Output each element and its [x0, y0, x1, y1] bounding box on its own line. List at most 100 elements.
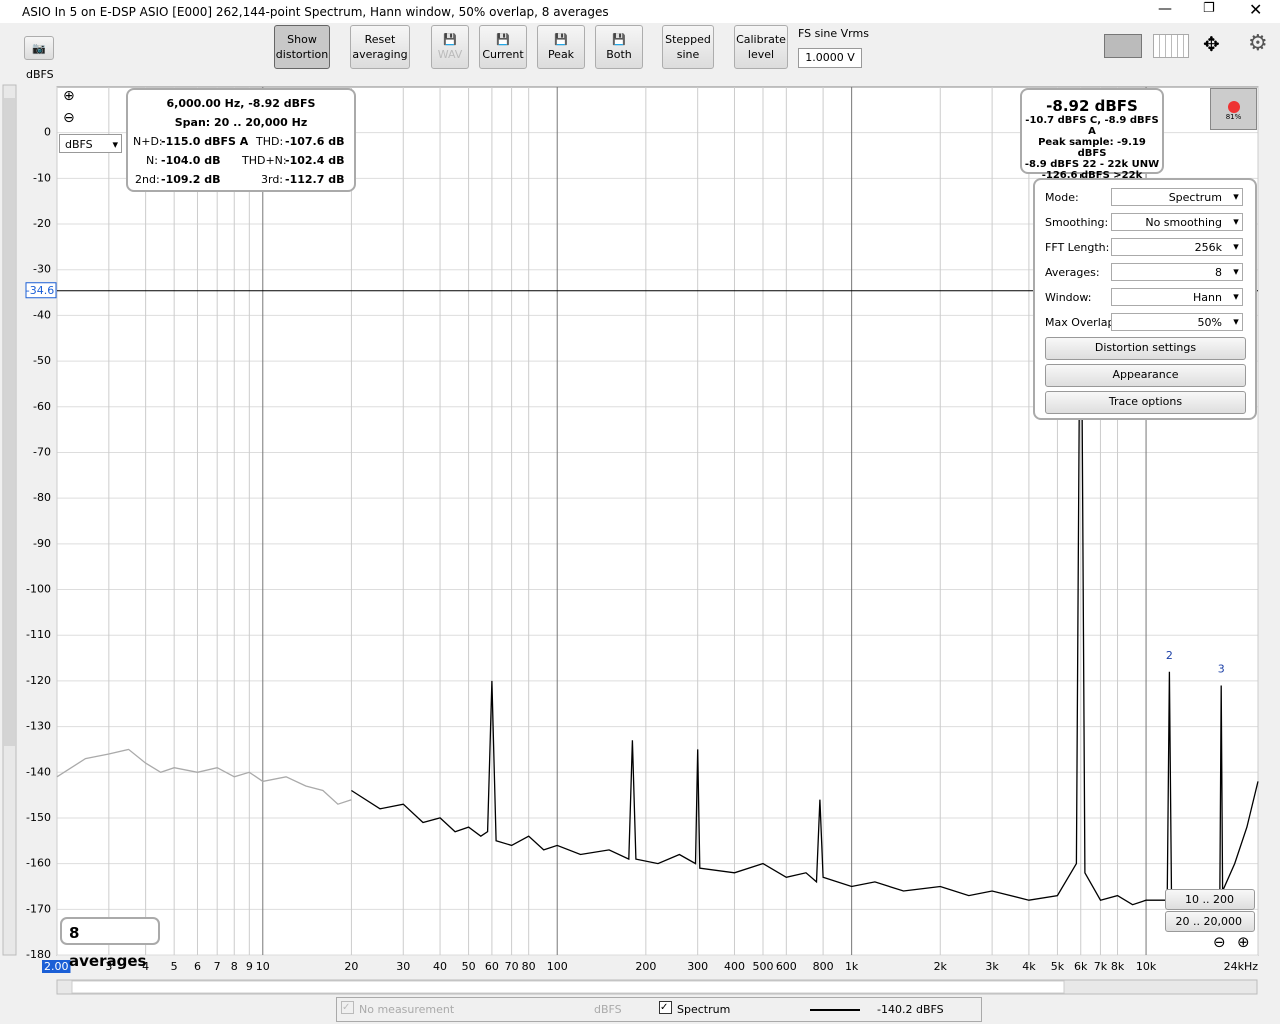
settings-row: FFT Length: 256k ▾	[1043, 238, 1248, 258]
zoom-out[interactable]: ⊖	[63, 110, 75, 126]
settings-button[interactable]: Appearance	[1045, 364, 1246, 387]
show-distortion-button[interactable]: Show distortion	[274, 25, 330, 69]
legend-unit: dBFS	[594, 1003, 622, 1016]
x-tick-label: 30	[396, 960, 410, 973]
settings-select[interactable]: Spectrum	[1111, 188, 1243, 206]
x-tick-label: 300	[687, 960, 708, 973]
pan-icon[interactable]: ✥	[1203, 32, 1220, 56]
window-title: ASIO In 5 on E-DSP ASIO [E000] 262,144-p…	[22, 5, 609, 19]
screenshot-button[interactable]: 📷	[24, 36, 54, 60]
meter: 81%	[1225, 113, 1242, 121]
both-button[interactable]: 💾 Both	[595, 25, 643, 69]
dropdown-arrow[interactable]: ▾	[1233, 315, 1239, 328]
h-scroll-thumb[interactable]	[71, 980, 1065, 994]
settings-select[interactable]: Hann	[1111, 288, 1243, 306]
fs-label: FS sine Vrms	[798, 27, 869, 40]
x-tick-label: 400	[724, 960, 745, 973]
y-tick-label: 0	[44, 126, 51, 139]
zoom-in[interactable]: ⊕	[1237, 933, 1250, 951]
view-icon[interactable]	[1104, 34, 1142, 58]
range-button[interactable]: 20 .. 20,000	[1165, 911, 1255, 932]
x-tick-label: 40	[433, 960, 447, 973]
legend-bar: ✓ No measurement dBFS ✓ Spectrum -140.2 …	[336, 997, 982, 1022]
maximize[interactable]: ❐	[1203, 1, 1215, 16]
level-line: -10.7 dBFS C, -8.9 dBFS A	[1025, 115, 1159, 137]
settings-select[interactable]: No smoothing	[1111, 213, 1243, 231]
y-tick-label: -160	[26, 857, 51, 870]
label: Peak	[547, 48, 575, 61]
x-tick-label: 100	[547, 960, 568, 973]
x-tick-label: 600	[776, 960, 797, 973]
record-button[interactable]: 81%	[1210, 88, 1257, 130]
dropdown-arrow[interactable]: ▾	[1233, 290, 1239, 303]
stepped-sine-button[interactable]: Stepped sine	[662, 25, 714, 69]
settings-icon[interactable]: ⚙	[1248, 31, 1268, 56]
dropdown-arrow[interactable]: ▾	[1233, 265, 1239, 278]
y-tick-label: -70	[33, 445, 51, 458]
x-tick-label: 8	[231, 960, 238, 973]
y-tick-label: -90	[33, 537, 51, 550]
label: Both	[606, 48, 632, 61]
fs-input[interactable]: 1.0000 V	[798, 48, 862, 68]
dropdown-arrow[interactable]: ▾	[1233, 240, 1239, 253]
y-tick-label: -30	[33, 263, 51, 276]
settings-select[interactable]: 50%	[1111, 313, 1243, 331]
x-tick-label: 9	[246, 960, 253, 973]
x-tick-label: 800	[813, 960, 834, 973]
label: N+D:	[133, 135, 163, 148]
level-line: Peak sample: -9.19 dBFS	[1038, 137, 1146, 159]
close[interactable]: ✕	[1249, 0, 1263, 19]
level-line: -126.6 dBFS >22k	[1041, 170, 1143, 181]
distortion-readout: 6,000.00 Hz, -8.92 dBFS Span: 20 .. 20,0…	[126, 88, 356, 192]
y-tick-label: -170	[26, 902, 51, 915]
label: 3rd:	[261, 173, 284, 186]
settings-button[interactable]: Distortion settings	[1045, 337, 1246, 360]
x-tick-label: 8k	[1111, 960, 1125, 973]
label: level	[747, 48, 775, 61]
current-button[interactable]: 💾 Current	[479, 25, 527, 69]
y-tick-label: -50	[33, 354, 51, 367]
x-tick-label: 200	[635, 960, 656, 973]
x-tick-label: 10k	[1136, 960, 1157, 973]
settings-select[interactable]: 8	[1111, 263, 1243, 281]
x-start-box	[42, 960, 71, 973]
dropdown-arrow[interactable]: ▾	[1233, 190, 1239, 203]
label: Reset	[364, 33, 396, 46]
harmonic-label: 3	[1218, 662, 1225, 675]
settings-select[interactable]: 256k	[1111, 238, 1243, 256]
v-scroll-thumb[interactable]	[4, 98, 15, 746]
y-tick-label: -110	[26, 628, 51, 641]
x-tick-label: 60	[485, 960, 499, 973]
value: -102.4 dB	[285, 154, 345, 167]
cursor-label: -34.6	[26, 284, 54, 297]
readout-span: Span: 20 .. 20,000 Hz	[128, 116, 354, 129]
x-tick-label: 2k	[934, 960, 948, 973]
settings-button[interactable]: Trace options	[1045, 391, 1246, 414]
label: Stepped	[665, 33, 711, 46]
y-tick-label: -130	[26, 720, 51, 733]
zoom-out[interactable]: ⊖	[1213, 933, 1226, 951]
settings-label: Averages:	[1045, 266, 1100, 279]
dropdown-arrow[interactable]: ▾	[1233, 215, 1239, 228]
unit-select[interactable]: dBFS ▾	[59, 134, 122, 153]
x-tick-label: 2.00	[44, 960, 69, 973]
y-tick-label: -140	[26, 765, 51, 778]
label: THD:	[256, 135, 284, 148]
zoom-in[interactable]: ⊕	[63, 88, 75, 104]
calibrate-button[interactable]: Calibrate level	[734, 25, 788, 69]
range-button[interactable]: 10 .. 200	[1165, 889, 1255, 910]
minimize[interactable]: —	[1158, 1, 1172, 17]
x-tick-label: 5k	[1051, 960, 1065, 973]
value: -107.6 dB	[285, 135, 345, 148]
readout-header: 6,000.00 Hz, -8.92 dBFS	[166, 97, 316, 110]
level-main: -8.92 dBFS	[1046, 97, 1138, 115]
x-tick-label: 4	[142, 960, 149, 973]
label: averaging	[352, 48, 408, 61]
checkbox[interactable]: ✓	[659, 1001, 672, 1014]
peak-button[interactable]: 💾 Peak	[537, 25, 585, 69]
settings-row: Window: Hann ▾	[1043, 288, 1248, 308]
reset-averaging-button[interactable]: Reset averaging	[350, 25, 410, 69]
view-icon[interactable]	[1153, 34, 1189, 58]
cursor-box	[25, 282, 57, 299]
settings-row: Averages: 8 ▾	[1043, 263, 1248, 283]
